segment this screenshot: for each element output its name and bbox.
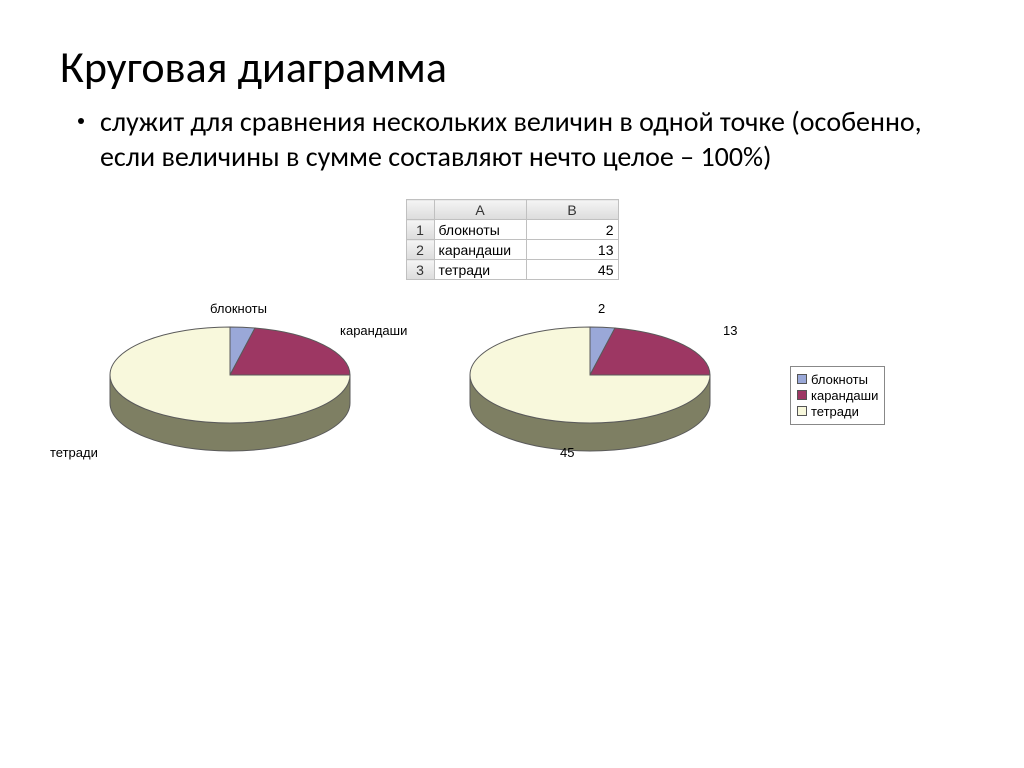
cell-b1: 2 (526, 220, 618, 240)
legend: блокноты карандаши тетради (790, 366, 885, 425)
col-header-a: A (434, 200, 526, 220)
pie-right-label-0: 2 (598, 301, 605, 316)
legend-label-0: блокноты (811, 372, 868, 387)
cell-b2: 13 (526, 240, 618, 260)
legend-swatch-1 (797, 390, 807, 400)
pie-left-label-2: тетради (50, 445, 98, 460)
cell-b3: 45 (526, 260, 618, 280)
legend-label-2: тетради (811, 404, 859, 419)
cell-a1: блокноты (434, 220, 526, 240)
bullet-icon (78, 118, 84, 124)
slide-body: служит для сравнения нескольких величин … (100, 104, 964, 174)
pie-svg-right (440, 305, 770, 475)
legend-swatch-0 (797, 374, 807, 384)
row-header-1: 1 (406, 220, 434, 240)
col-header-b: B (526, 200, 618, 220)
pie-left-label-1: карандаши (340, 323, 407, 338)
body-text-content: служит для сравнения нескольких величин … (100, 104, 922, 174)
legend-item-2: тетради (797, 404, 878, 419)
pie-chart-right: 2 13 45 (440, 305, 770, 475)
row-header-2: 2 (406, 240, 434, 260)
table-corner (406, 200, 434, 220)
pie-right-label-1: 13 (723, 323, 737, 338)
pie-left-label-0: блокноты (210, 301, 267, 316)
slide-title: Круговая диаграмма (60, 40, 964, 94)
legend-swatch-2 (797, 406, 807, 416)
pie-chart-left: блокноты карандаши тетради (60, 305, 420, 475)
cell-a2: карандаши (434, 240, 526, 260)
cell-a3: тетради (434, 260, 526, 280)
legend-item-0: блокноты (797, 372, 878, 387)
legend-label-1: карандаши (811, 388, 878, 403)
row-header-3: 3 (406, 260, 434, 280)
pie-right-label-2: 45 (560, 445, 574, 460)
legend-item-1: карандаши (797, 388, 878, 403)
data-table: A B 1 блокноты 2 2 карандаши 13 3 тетрад… (406, 199, 619, 280)
